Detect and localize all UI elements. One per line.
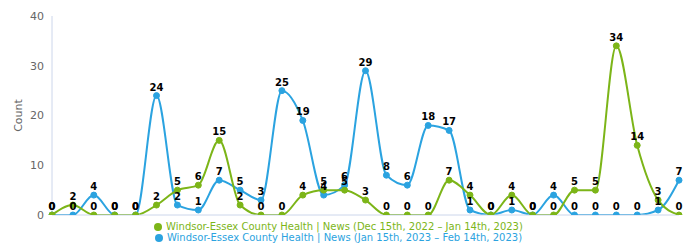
svg-text:1: 1 [195, 196, 202, 207]
svg-text:6: 6 [404, 171, 411, 182]
svg-text:15: 15 [212, 126, 226, 137]
svg-text:4: 4 [90, 181, 97, 192]
svg-text:0: 0 [487, 201, 494, 212]
svg-text:4: 4 [299, 181, 306, 192]
svg-text:5: 5 [237, 176, 244, 187]
svg-text:34: 34 [609, 32, 623, 43]
svg-text:8: 8 [383, 161, 390, 172]
svg-text:7: 7 [446, 166, 453, 177]
svg-text:3: 3 [258, 186, 265, 197]
svg-text:5: 5 [174, 176, 181, 187]
svg-text:0: 0 [425, 201, 432, 212]
svg-text:4: 4 [467, 181, 474, 192]
svg-text:0: 0 [90, 201, 97, 212]
svg-text:0: 0 [278, 201, 285, 212]
svg-text:0: 0 [550, 201, 557, 212]
svg-text:5: 5 [341, 176, 348, 187]
svg-text:25: 25 [275, 77, 289, 88]
svg-text:19: 19 [296, 106, 310, 117]
svg-text:7: 7 [676, 166, 683, 177]
svg-text:0: 0 [634, 201, 641, 212]
svg-text:0: 0 [258, 201, 265, 212]
svg-text:14: 14 [630, 131, 644, 142]
svg-text:0: 0 [592, 201, 599, 212]
html-text:Windsor-Essex County Health |: Windsor-Essex County Health | News (Jan … [166, 232, 523, 243]
svg-text:10: 10 [30, 159, 44, 172]
svg-text:18: 18 [421, 111, 435, 122]
svg-text:20: 20 [30, 109, 44, 122]
svg-text:1: 1 [655, 196, 662, 207]
svg-text:0: 0 [132, 201, 139, 212]
svg-text:40: 40 [30, 10, 44, 23]
svg-text:5: 5 [571, 176, 578, 187]
svg-text:3: 3 [655, 186, 662, 197]
svg-text:0: 0 [404, 201, 411, 212]
svg-text:0: 0 [487, 201, 494, 212]
svg-text:0: 0 [571, 201, 578, 212]
svg-text:4: 4 [508, 181, 515, 192]
svg-text:1: 1 [508, 196, 515, 207]
svg-text:30: 30 [30, 60, 44, 73]
svg-text:0: 0 [69, 201, 76, 212]
svg-text:0: 0 [676, 201, 683, 212]
svg-text:0: 0 [49, 201, 56, 212]
svg-text:7: 7 [216, 166, 223, 177]
svg-text:29: 29 [359, 57, 373, 68]
svg-text:5: 5 [320, 176, 327, 187]
html-text:Windsor-Essex County Health |: Windsor-Essex County Health | News (Dec … [166, 221, 523, 232]
svg-text:2: 2 [69, 191, 76, 202]
svg-text:0: 0 [529, 201, 536, 212]
svg-text:0: 0 [37, 209, 44, 222]
svg-text:4: 4 [550, 181, 557, 192]
svg-text:0: 0 [132, 201, 139, 212]
svg-text:2: 2 [153, 191, 160, 202]
svg-text:24: 24 [150, 82, 164, 93]
svg-text:2: 2 [237, 191, 244, 202]
svg-text:1: 1 [467, 196, 474, 207]
svg-text:5: 5 [592, 176, 599, 187]
svg-text:2: 2 [174, 191, 181, 202]
svg-text:0: 0 [383, 201, 390, 212]
svg-text:3: 3 [362, 186, 369, 197]
svg-text:0: 0 [613, 201, 620, 212]
svg-text:Count: Count [12, 98, 25, 131]
svg-text:0: 0 [529, 201, 536, 212]
svg-text:0: 0 [111, 201, 118, 212]
svg-text:17: 17 [442, 116, 456, 127]
svg-text:6: 6 [195, 171, 202, 182]
svg-text:0: 0 [111, 201, 118, 212]
svg-text:0: 0 [49, 201, 56, 212]
